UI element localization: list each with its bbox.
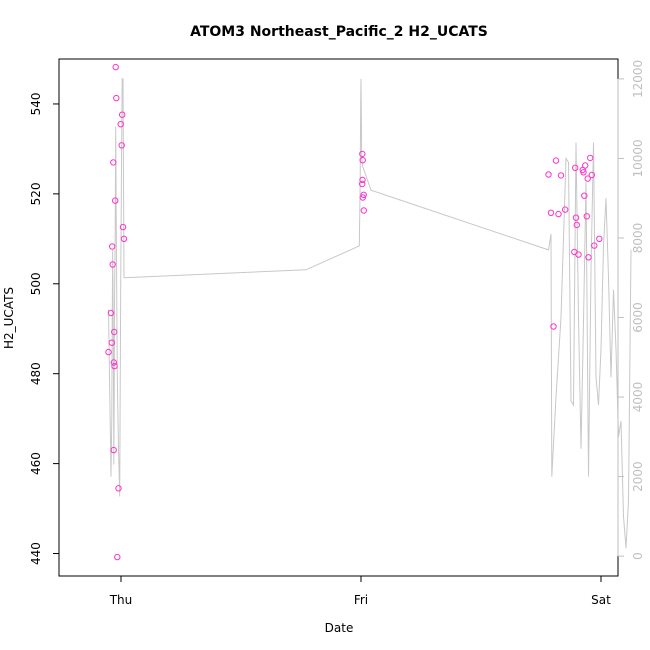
data-point (572, 164, 579, 172)
data-point (573, 221, 580, 229)
y2-tick-label: 0 (631, 552, 645, 560)
data-point (359, 157, 366, 164)
y2-tick-label: 4000 (631, 382, 645, 413)
left-y-axis: 440 460 480 500 520 540 (29, 93, 60, 565)
y-tick-label: 540 (29, 93, 43, 116)
data-point (117, 121, 124, 128)
data-point (110, 359, 118, 366)
data-point (580, 169, 587, 176)
y2-tick-label: 12000 (631, 60, 645, 98)
data-point (118, 142, 125, 149)
data-point (119, 223, 127, 231)
data-point (113, 94, 120, 102)
right-y-axis: 0 2000 4000 6000 8000 10000 12000 (617, 60, 645, 560)
x-tick-label: Sat (591, 593, 611, 607)
y2-tick-label: 10000 (631, 139, 645, 177)
data-point (120, 235, 128, 243)
data-point (360, 207, 367, 214)
data-point (587, 154, 594, 162)
data-point (107, 309, 115, 317)
data-point (550, 323, 557, 330)
data-point (572, 214, 580, 221)
data-point (119, 111, 126, 118)
data-point (109, 261, 116, 268)
data-point (585, 254, 592, 261)
data-point (359, 180, 366, 188)
data-point (591, 242, 598, 249)
data-point (575, 251, 582, 258)
data-point (552, 157, 560, 164)
data-point (110, 159, 117, 166)
data-point (111, 328, 118, 336)
y2-tick-label: 2000 (631, 461, 645, 492)
x-axis: Thu Fri Sat (109, 575, 611, 607)
data-point (557, 172, 565, 179)
y2-tick-label: 8000 (631, 223, 645, 254)
y-tick-label: 460 (29, 452, 43, 475)
x-tick-label: Thu (109, 593, 133, 607)
data-point (555, 210, 562, 218)
data-point (112, 197, 119, 204)
series-line (108, 78, 632, 549)
line-series-layer (108, 78, 632, 549)
data-point (581, 192, 588, 199)
data-point (112, 63, 119, 71)
data-point (584, 175, 591, 182)
y-tick-label: 500 (29, 272, 43, 295)
data-point (547, 209, 555, 217)
y-tick-label: 520 (29, 182, 43, 205)
data-point (596, 235, 603, 243)
x-tick-label: Fri (354, 593, 368, 607)
data-point (115, 485, 122, 492)
data-point (562, 206, 569, 213)
data-point (360, 191, 367, 199)
plot-area (58, 58, 619, 577)
data-point (114, 553, 121, 561)
chart-title: ATOM3 Northeast_Pacific_2 H2_UCATS (190, 24, 488, 40)
data-point (108, 339, 116, 346)
data-point (110, 446, 117, 454)
data-point (582, 162, 589, 169)
data-point (359, 150, 366, 158)
data-point (583, 213, 590, 220)
data-point (588, 171, 595, 179)
y-axis-label: H2_UCATS (2, 287, 16, 349)
y-tick-label: 480 (29, 362, 43, 385)
data-point (109, 243, 116, 250)
x-axis-label: Date (325, 621, 354, 635)
data-point (105, 348, 112, 356)
y2-tick-label: 6000 (631, 302, 645, 333)
data-point (111, 362, 118, 370)
data-point (359, 194, 366, 201)
y-tick-label: 440 (29, 542, 43, 565)
data-point (359, 176, 366, 184)
point-series-layer (105, 63, 603, 561)
data-point (545, 171, 552, 178)
